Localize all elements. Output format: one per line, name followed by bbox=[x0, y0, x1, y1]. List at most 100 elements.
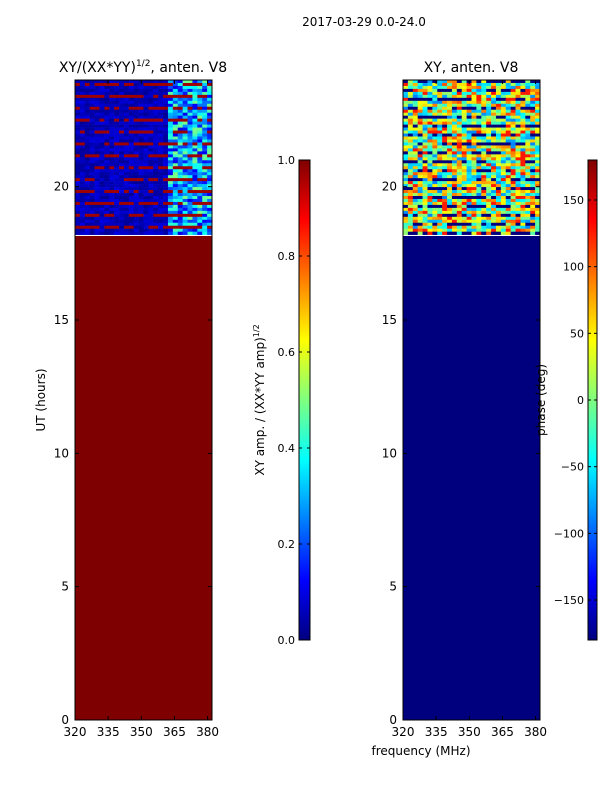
heatmap-cell bbox=[114, 124, 120, 128]
heatmap-cell bbox=[79, 216, 86, 221]
heatmap-cell bbox=[158, 136, 164, 140]
heatmap-cell bbox=[437, 94, 443, 99]
heatmap-cell bbox=[177, 85, 183, 90]
heatmap-cell bbox=[84, 154, 90, 158]
heatmap-cell bbox=[79, 94, 86, 99]
heatmap-cell bbox=[158, 166, 164, 170]
heatmap-cell bbox=[177, 210, 183, 215]
heatmap-cell bbox=[437, 190, 443, 194]
heatmap-cell bbox=[481, 97, 487, 102]
heatmap-cell bbox=[75, 97, 81, 102]
heatmap-cell bbox=[471, 148, 477, 152]
heatmap-cell bbox=[104, 207, 110, 212]
heatmap-cell bbox=[525, 201, 531, 206]
heatmap-cell bbox=[94, 127, 100, 131]
heatmap-cell bbox=[202, 219, 208, 224]
heatmap-cell bbox=[442, 91, 448, 96]
heatmap-cell bbox=[133, 184, 139, 188]
heatmap-cell bbox=[207, 124, 213, 128]
heatmap-cell bbox=[84, 201, 90, 206]
heatmap-cell bbox=[192, 139, 198, 143]
heatmap-cell bbox=[505, 148, 511, 152]
heatmap-cell bbox=[79, 231, 86, 235]
heatmap-cell bbox=[481, 196, 487, 200]
heatmap-cell bbox=[437, 136, 443, 140]
heatmap-cell bbox=[417, 178, 423, 182]
heatmap-cell bbox=[138, 145, 144, 149]
heatmap-cell bbox=[153, 148, 159, 152]
heatmap-cell bbox=[197, 94, 203, 99]
heatmap-cell bbox=[143, 201, 149, 206]
heatmap-cell bbox=[104, 181, 110, 185]
heatmap-cell bbox=[515, 94, 521, 99]
heatmap-cell bbox=[515, 145, 521, 149]
heatmap-cell bbox=[505, 142, 511, 146]
heatmap-cell bbox=[172, 222, 179, 227]
heatmap-cell bbox=[495, 184, 502, 188]
heatmap-cell bbox=[417, 91, 423, 96]
heatmap-cell bbox=[94, 198, 100, 203]
heatmap-cell bbox=[197, 231, 203, 235]
heatmap-cell bbox=[505, 145, 511, 149]
heatmap-cell bbox=[486, 151, 492, 155]
heatmap-cell bbox=[442, 130, 448, 134]
x-tick-label: 365 bbox=[491, 725, 514, 739]
heatmap-cell bbox=[432, 172, 438, 176]
heatmap-cell bbox=[412, 109, 418, 114]
heatmap-cell bbox=[520, 82, 526, 87]
heatmap-cell bbox=[128, 97, 135, 102]
heatmap-cell bbox=[466, 216, 472, 221]
heatmap-cell bbox=[94, 121, 100, 125]
heatmap-cell bbox=[481, 151, 487, 155]
y-tick-label: 5 bbox=[61, 580, 69, 594]
heatmap-cell bbox=[510, 103, 516, 108]
heatmap-cell bbox=[172, 127, 179, 131]
heatmap-cell bbox=[461, 88, 467, 93]
heatmap-cell bbox=[495, 127, 502, 131]
heatmap-cell bbox=[94, 169, 100, 173]
heatmap-cell bbox=[187, 196, 193, 200]
heatmap-cell bbox=[167, 198, 174, 203]
heatmap-cell bbox=[202, 148, 208, 152]
heatmap-cell bbox=[520, 219, 526, 224]
heatmap-cell bbox=[530, 228, 536, 232]
heatmap-cell bbox=[84, 178, 90, 182]
heatmap-cell bbox=[442, 118, 448, 122]
heatmap-cell bbox=[75, 100, 81, 105]
heatmap-cell bbox=[148, 103, 154, 108]
heatmap-cell bbox=[510, 190, 516, 194]
heatmap-cell bbox=[75, 88, 81, 93]
heatmap-cell bbox=[109, 181, 115, 185]
heatmap-cell bbox=[187, 181, 193, 185]
heatmap-cell bbox=[158, 139, 164, 143]
heatmap-cell bbox=[207, 181, 213, 185]
heatmap-cell bbox=[119, 115, 125, 119]
heatmap-cell bbox=[481, 225, 487, 230]
heatmap-cell bbox=[437, 163, 443, 167]
heatmap-cell bbox=[167, 112, 174, 116]
heatmap-cell bbox=[167, 169, 174, 173]
heatmap-cell bbox=[427, 210, 433, 215]
heatmap-cell bbox=[158, 109, 164, 114]
heatmap-cell bbox=[466, 151, 472, 155]
heatmap-cell bbox=[535, 80, 541, 84]
heatmap-cell bbox=[197, 154, 203, 158]
heatmap-cell bbox=[123, 82, 130, 87]
heatmap-cell bbox=[79, 127, 86, 131]
heatmap-cell bbox=[407, 196, 414, 200]
heatmap-cell bbox=[123, 228, 130, 232]
heatmap-cell bbox=[407, 85, 414, 90]
heatmap-cell bbox=[437, 103, 443, 108]
heatmap-cell bbox=[192, 130, 198, 134]
heatmap-cell bbox=[461, 80, 467, 84]
heatmap-cell bbox=[172, 80, 179, 84]
heatmap-cell bbox=[515, 121, 521, 125]
heatmap-cell bbox=[481, 216, 487, 221]
heatmap-cell bbox=[456, 100, 463, 105]
heatmap-cell bbox=[163, 196, 169, 200]
heatmap-cell bbox=[94, 157, 100, 161]
heatmap-cell bbox=[138, 106, 144, 111]
heatmap-cell bbox=[94, 106, 100, 111]
heatmap-cell bbox=[138, 136, 144, 140]
